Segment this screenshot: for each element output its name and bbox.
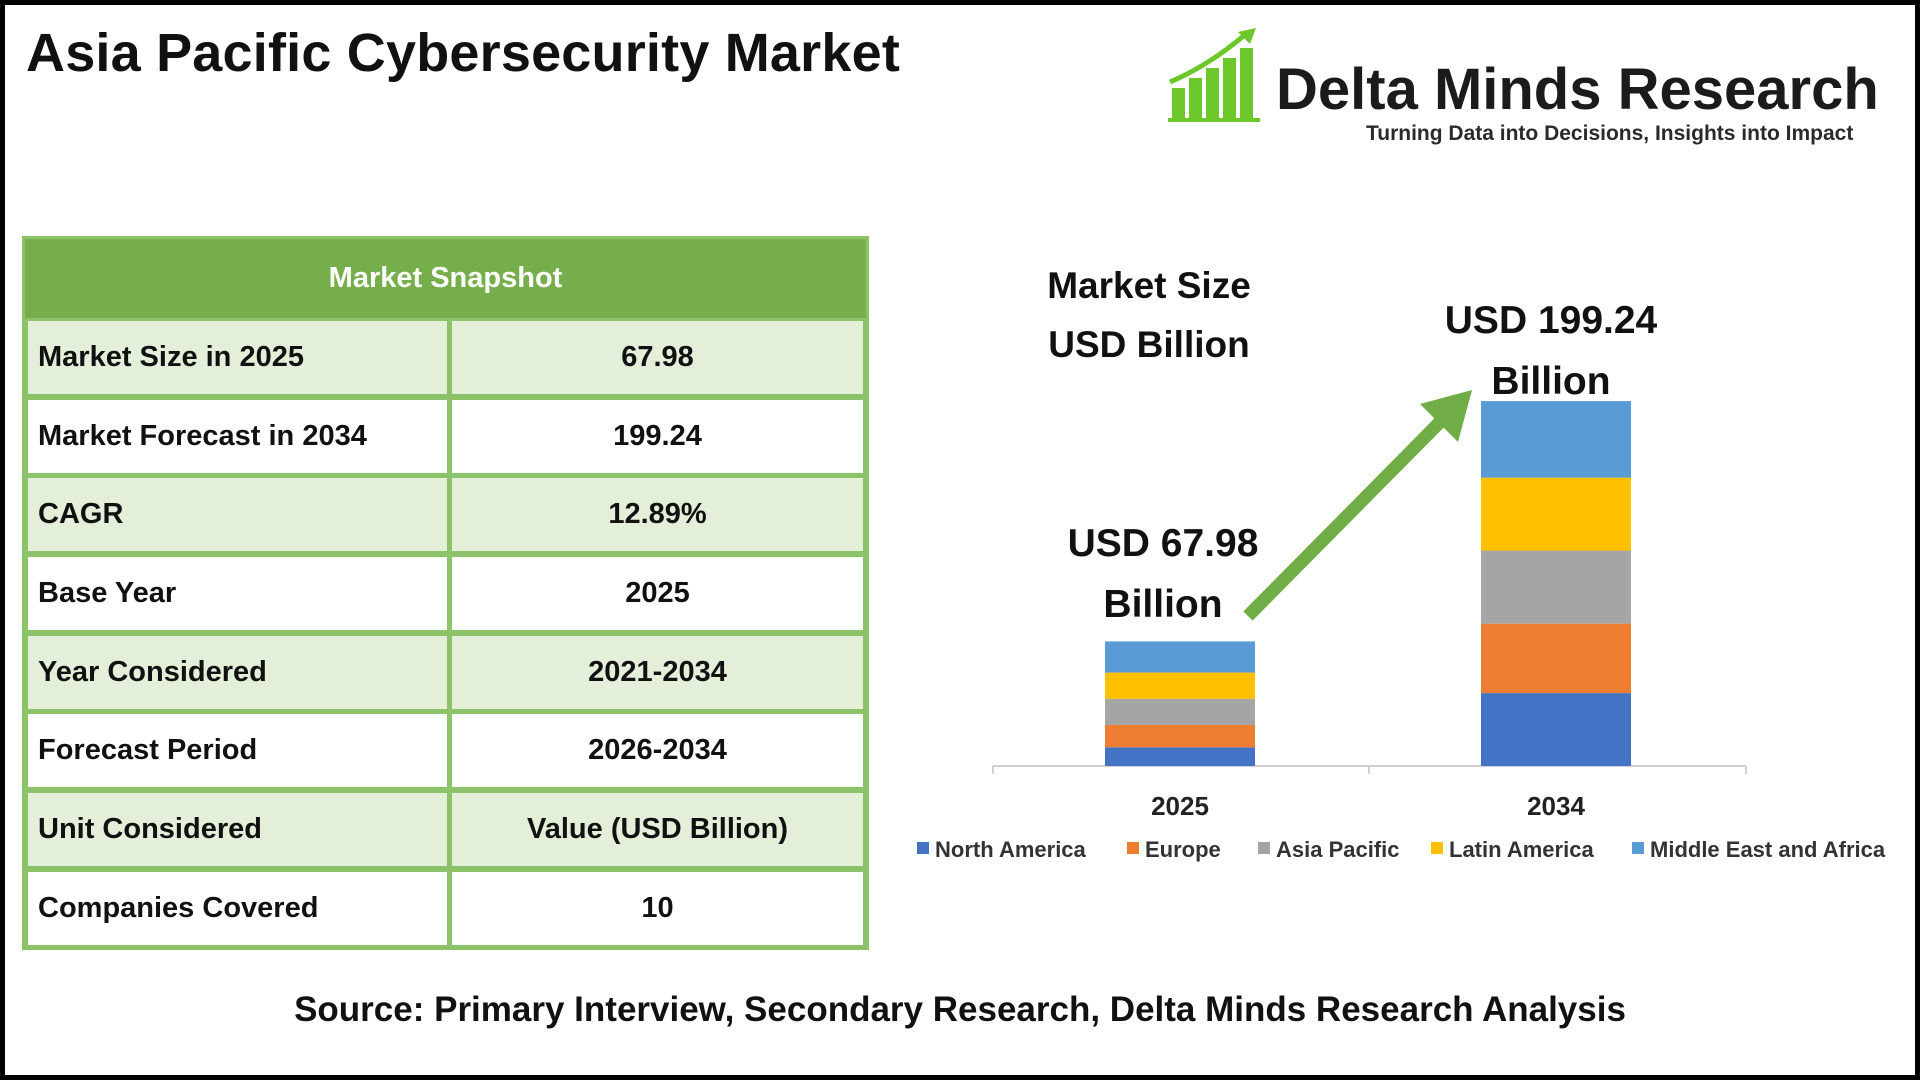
row-label: Market Size in 2025 <box>28 321 447 394</box>
table-row: CAGR 12.89% <box>28 478 863 551</box>
table-row: Forecast Period 2026-2034 <box>28 714 863 787</box>
row-label: Market Forecast in 2034 <box>28 400 447 473</box>
source-note: Source: Primary Interview, Secondary Res… <box>294 990 1626 1029</box>
snapshot-header: Market Snapshot <box>25 239 866 318</box>
company-logo: Delta Minds Research Turning Data into D… <box>1168 26 1898 156</box>
logo-company-name: Delta Minds Research <box>1276 57 1879 122</box>
row-label: Forecast Period <box>28 714 447 787</box>
row-value: 2026-2034 <box>452 714 863 787</box>
page-title: Asia Pacific Cybersecurity Market <box>26 23 901 83</box>
row-value: 199.24 <box>452 400 863 473</box>
logo-tagline: Turning Data into Decisions, Insights in… <box>1366 122 1854 145</box>
table-row: Companies Covered 10 <box>28 872 863 945</box>
table-row: Market Size in 2025 67.98 <box>28 321 863 394</box>
row-value: Value (USD Billion) <box>452 793 863 866</box>
table-row: Base Year 2025 <box>28 557 863 630</box>
row-label: Unit Considered <box>28 793 447 866</box>
row-value: 2021-2034 <box>452 636 863 709</box>
row-label: Year Considered <box>28 636 447 709</box>
table-row: Year Considered 2021-2034 <box>28 636 863 709</box>
table-row: Market Forecast in 2034 199.24 <box>28 400 863 473</box>
row-value: 67.98 <box>452 321 863 394</box>
row-label: Companies Covered <box>28 872 447 945</box>
row-value: 12.89% <box>452 478 863 551</box>
row-value: 10 <box>452 872 863 945</box>
table-row: Unit Considered Value (USD Billion) <box>28 793 863 866</box>
market-snapshot-table: Market Snapshot Market Size in 2025 67.98… <box>22 236 869 950</box>
row-label: CAGR <box>28 478 447 551</box>
row-value: 2025 <box>452 557 863 630</box>
bar-growth-logo-icon <box>1168 28 1260 122</box>
row-label: Base Year <box>28 557 447 630</box>
